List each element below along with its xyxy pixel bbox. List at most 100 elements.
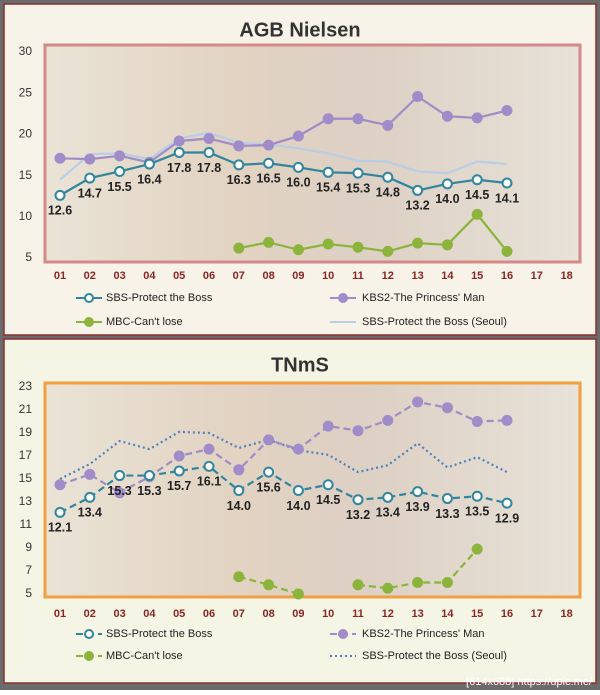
marker	[352, 494, 364, 506]
data-label: 13.2	[405, 199, 429, 213]
marker	[263, 157, 275, 169]
y-tick-label: 10	[19, 209, 33, 223]
marker	[382, 245, 394, 257]
marker	[412, 396, 424, 408]
x-tick-label: 18	[560, 608, 572, 620]
marker	[263, 236, 275, 248]
marker	[203, 460, 215, 472]
data-label: 14.5	[465, 188, 489, 202]
marker	[471, 543, 483, 555]
data-label: 12.6	[48, 204, 72, 218]
y-tick-label: 23	[19, 379, 33, 393]
marker	[54, 479, 66, 491]
x-tick-label: 01	[54, 270, 66, 282]
legend-marker	[84, 317, 94, 327]
marker	[173, 147, 185, 159]
marker	[173, 465, 185, 477]
marker	[114, 487, 126, 499]
x-tick-label: 07	[233, 608, 245, 620]
x-tick-label: 17	[531, 270, 543, 282]
marker	[352, 167, 364, 179]
legend-label: MBC-Can't lose	[106, 650, 183, 662]
marker	[441, 577, 453, 588]
marker	[233, 464, 245, 476]
marker	[114, 165, 126, 177]
legend-label: MBC-Can't lose	[106, 316, 183, 328]
marker	[501, 497, 513, 509]
marker	[292, 485, 304, 496]
y-tick-label: 5	[25, 250, 32, 264]
x-tick-label: 09	[292, 270, 304, 282]
series-line	[59, 430, 508, 480]
legend-label: SBS-Protect the Boss	[106, 292, 213, 304]
y-tick-label: 17	[19, 448, 33, 462]
data-label: 13.5	[465, 505, 489, 519]
data-label: 13.2	[346, 508, 370, 522]
marker	[412, 237, 424, 249]
x-tick-label: 12	[382, 270, 394, 282]
marker	[263, 466, 275, 478]
marker	[54, 506, 66, 518]
marker	[84, 153, 96, 165]
marker	[322, 479, 334, 491]
x-tick-label: 05	[173, 270, 185, 282]
y-tick-label: 20	[19, 127, 33, 141]
x-tick-label: 11	[352, 608, 364, 620]
x-tick-label: 14	[441, 608, 454, 620]
marker	[173, 135, 185, 147]
y-tick-label: 7	[25, 563, 32, 577]
data-label: 16.0	[286, 176, 310, 190]
data-label: 15.5	[107, 180, 131, 194]
marker	[412, 90, 424, 102]
marker	[382, 119, 394, 131]
x-tick-label: 16	[501, 270, 513, 282]
data-label: 15.6	[256, 480, 280, 494]
marker	[233, 242, 245, 254]
marker	[352, 425, 364, 437]
x-tick-label: 13	[411, 270, 423, 282]
marker	[501, 414, 513, 426]
x-tick-label: 03	[113, 270, 125, 282]
marker	[382, 171, 394, 183]
marker	[263, 434, 275, 446]
x-tick-label: 11	[352, 270, 364, 282]
marker	[412, 184, 424, 196]
x-tick-label: 13	[411, 608, 423, 620]
data-label: 14.0	[435, 192, 459, 206]
x-tick-label: 01	[54, 608, 66, 620]
marker	[263, 579, 275, 591]
legend-marker	[84, 293, 94, 303]
y-tick-label: 13	[19, 494, 33, 508]
marker	[501, 177, 513, 189]
chart-title: TNmS	[271, 354, 329, 376]
x-tick-label: 02	[84, 608, 96, 620]
x-tick-label: 04	[143, 270, 156, 282]
legend-marker	[84, 651, 94, 661]
legend-marker	[84, 629, 94, 639]
marker	[292, 244, 304, 256]
y-tick-label: 11	[20, 517, 33, 531]
marker	[441, 239, 453, 251]
x-tick-label: 08	[262, 270, 274, 282]
data-label: 16.4	[137, 172, 161, 186]
y-tick-label: 19	[19, 425, 33, 439]
y-tick-label: 15	[19, 471, 33, 485]
x-tick-label: 10	[322, 608, 334, 620]
series-line	[59, 400, 508, 495]
marker	[292, 443, 304, 455]
series-line	[59, 131, 508, 181]
data-label: 15.4	[316, 181, 340, 195]
x-tick-label: 14	[441, 270, 454, 282]
data-label: 17.8	[167, 161, 191, 175]
data-label: 14.0	[286, 499, 310, 513]
y-tick-label: 30	[19, 44, 33, 58]
legend-marker	[338, 293, 348, 303]
marker	[441, 110, 453, 122]
data-label: 15.7	[167, 479, 191, 493]
data-label: 14.5	[316, 493, 340, 507]
data-label: 14.0	[227, 499, 251, 513]
x-tick-label: 15	[471, 270, 483, 282]
marker	[441, 178, 453, 190]
data-label: 13.9	[405, 500, 429, 514]
